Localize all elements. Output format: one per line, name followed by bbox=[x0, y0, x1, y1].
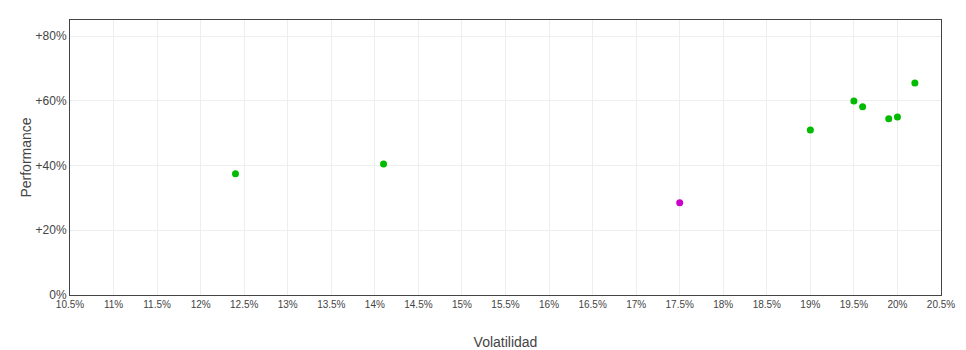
svg-text:20%: 20% bbox=[887, 299, 907, 310]
svg-text:15%: 15% bbox=[452, 299, 472, 310]
svg-text:+40%: +40% bbox=[36, 159, 67, 173]
svg-text:15.5%: 15.5% bbox=[491, 299, 519, 310]
svg-text:11%: 11% bbox=[104, 299, 123, 310]
svg-text:12.5%: 12.5% bbox=[230, 299, 258, 310]
svg-text:0%: 0% bbox=[49, 288, 67, 302]
svg-text:16%: 16% bbox=[539, 299, 559, 310]
svg-text:20.5%: 20.5% bbox=[927, 299, 955, 310]
svg-text:13%: 13% bbox=[278, 299, 298, 310]
svg-text:19%: 19% bbox=[800, 299, 820, 310]
svg-text:19.5%: 19.5% bbox=[840, 299, 868, 310]
svg-text:17%: 17% bbox=[626, 299, 646, 310]
svg-text:13.5%: 13.5% bbox=[317, 299, 345, 310]
svg-text:18.5%: 18.5% bbox=[753, 299, 781, 310]
svg-text:12%: 12% bbox=[191, 299, 211, 310]
svg-text:+80%: +80% bbox=[36, 29, 67, 43]
svg-text:10.5%: 10.5% bbox=[56, 299, 84, 310]
svg-text:Performance: Performance bbox=[18, 117, 34, 197]
svg-text:11.5%: 11.5% bbox=[143, 299, 171, 310]
svg-text:14.5%: 14.5% bbox=[404, 299, 432, 310]
svg-text:17.5%: 17.5% bbox=[666, 299, 694, 310]
svg-text:+60%: +60% bbox=[36, 94, 67, 108]
svg-text:+20%: +20% bbox=[36, 223, 67, 237]
svg-text:16.5%: 16.5% bbox=[578, 299, 606, 310]
svg-text:18%: 18% bbox=[713, 299, 733, 310]
svg-text:Volatilidad: Volatilidad bbox=[474, 334, 538, 350]
svg-text:14%: 14% bbox=[365, 299, 385, 310]
